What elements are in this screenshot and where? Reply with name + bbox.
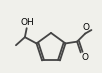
Text: OH: OH [21,18,34,27]
Text: O: O [82,23,89,32]
Text: O: O [82,53,89,62]
